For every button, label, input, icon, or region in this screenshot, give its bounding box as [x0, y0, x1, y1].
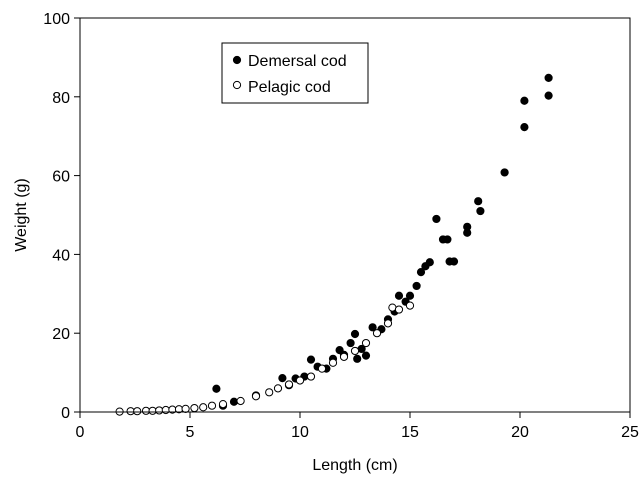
pelagic-point: [190, 403, 199, 413]
pelagic-point: [295, 376, 305, 385]
legend-label-demersal: Demersal cod: [248, 53, 347, 70]
demersal-point: [425, 258, 434, 267]
y-axis-ticks: 0 20 40 60 80 100: [43, 11, 80, 422]
demersal-point: [412, 281, 421, 291]
pelagic-point: [218, 400, 228, 409]
x-tick-label: 25: [621, 424, 639, 441]
x-axis-ticks: 0 5 10 15 20 25: [76, 412, 639, 441]
y-axis-title: Weight (g): [13, 178, 30, 252]
demersal-point: [432, 214, 441, 224]
demersal-point: [463, 222, 472, 231]
demersal-point: [306, 355, 316, 364]
pelagic-point: [328, 358, 338, 367]
pelagic-point: [383, 319, 393, 328]
demersal-point: [278, 374, 287, 383]
pelagic-point: [273, 384, 283, 393]
pelagic-point: [361, 338, 371, 348]
demersal-point: [544, 73, 553, 82]
pelagic-point: [405, 301, 415, 310]
pelagic-point: [265, 388, 274, 397]
series-pelagic: [115, 301, 415, 416]
pelagic-point: [236, 396, 245, 406]
x-axis-title: Length (cm): [312, 457, 397, 474]
pelagic-point: [133, 407, 142, 416]
plot-area: [115, 73, 553, 416]
legend-box: [221, 42, 369, 104]
demersal-point: [520, 96, 529, 105]
pelagic-point: [372, 329, 382, 338]
pelagic-point: [317, 364, 327, 373]
pelagic-point: [388, 303, 397, 312]
legend-marker-demersal: [232, 55, 242, 65]
demersal-point: [443, 235, 452, 244]
pelagic-point: [284, 380, 294, 389]
x-tick-label: 15: [401, 424, 419, 441]
demersal-point: [361, 351, 371, 360]
demersal-point: [229, 397, 239, 406]
demersal-point: [350, 329, 360, 339]
demersal-point: [416, 268, 426, 277]
plot-frame: [79, 17, 631, 413]
y-tick-label: 20: [52, 326, 70, 343]
demersal-point: [368, 323, 377, 332]
y-tick-label: 0: [61, 405, 70, 422]
y-tick-label: 60: [52, 169, 70, 186]
demersal-point: [544, 91, 553, 100]
pelagic-point: [199, 403, 208, 412]
y-tick-label: 100: [43, 11, 70, 28]
demersal-point: [405, 291, 415, 300]
axes: [79, 17, 631, 413]
demersal-point: [353, 354, 362, 363]
legend-label-pelagic: Pelagic cod: [248, 79, 331, 96]
demersal-point: [346, 338, 355, 348]
x-tick-label: 20: [511, 424, 529, 441]
demersal-point: [394, 291, 404, 300]
y-tick-label: 80: [52, 90, 70, 107]
demersal-point: [500, 168, 509, 177]
x-tick-label: 10: [291, 424, 309, 441]
pelagic-point: [306, 372, 316, 381]
demersal-point: [520, 123, 529, 132]
pelagic-point: [350, 346, 360, 356]
pelagic-point: [207, 401, 217, 410]
pelagic-point: [394, 305, 404, 314]
legend-marker-pelagic: [232, 80, 242, 90]
x-tick-label: 5: [186, 424, 195, 441]
pelagic-point: [251, 392, 261, 401]
y-tick-label: 40: [52, 247, 70, 264]
x-tick-label: 0: [76, 424, 85, 441]
pelagic-point: [339, 352, 349, 361]
demersal-point: [476, 206, 485, 216]
demersal-point: [212, 384, 221, 393]
series-demersal: [212, 73, 553, 410]
demersal-point: [474, 197, 483, 206]
pelagic-point: [181, 404, 190, 413]
legend: Demersal cod Pelagic cod: [221, 42, 369, 104]
demersal-point: [449, 257, 459, 266]
